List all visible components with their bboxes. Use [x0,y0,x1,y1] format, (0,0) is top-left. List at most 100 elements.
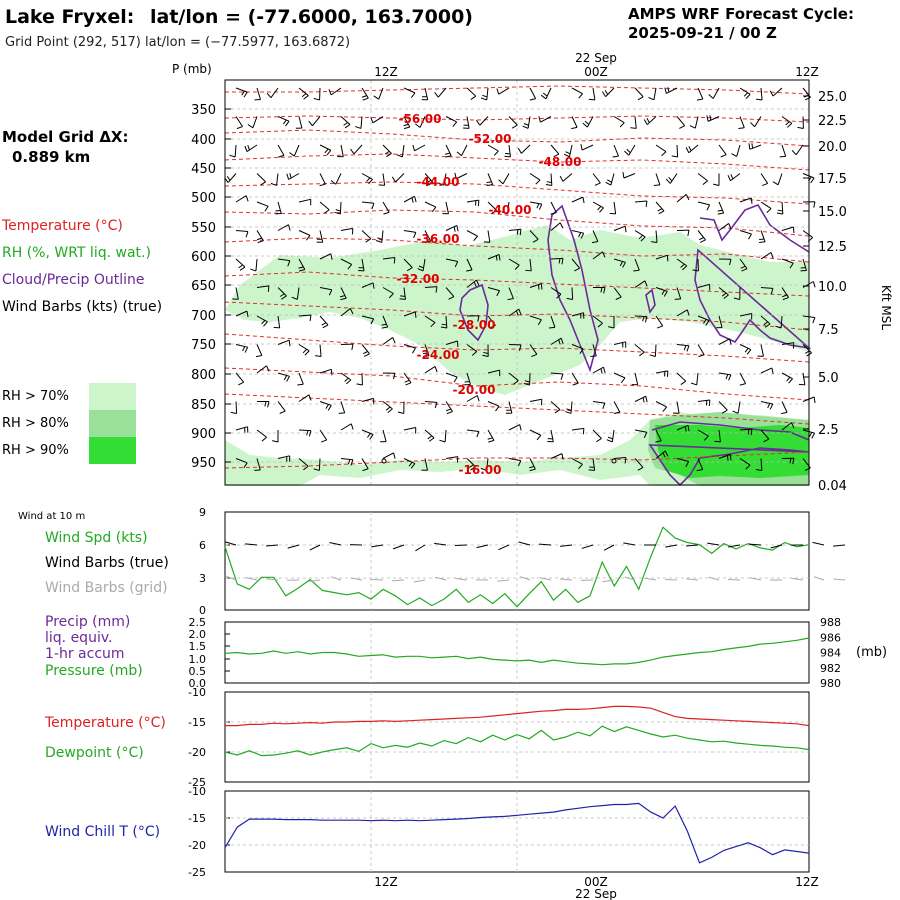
wind-barb [340,227,353,231]
wind-barb-flag [264,206,269,212]
wind-barb-flag [266,92,272,99]
wind-barb-flag [245,231,249,238]
surface-barb-true [518,541,531,546]
wind-barb-flag [668,176,673,182]
surface-barb-true [454,544,468,547]
wind-barb [382,257,395,260]
wind-barb-flag [789,458,792,464]
wind-barb-flag [350,459,354,466]
latlon-title: lat/lon = (-77.6000, 163.7000) [150,6,473,28]
wind-barb [361,282,374,288]
pressure-tick-label: 986 [820,631,841,644]
wind-barb-flag [298,269,305,272]
wind-barb-flag [517,147,522,154]
surface-barb-grid [708,576,720,581]
wind-barb-flag [427,435,433,440]
wind-barb [718,372,731,376]
time-label-12z-top-1: 12Z [374,65,398,79]
wind-barb [252,116,258,128]
wind-barb-flag [414,311,417,318]
wind-barb-flag [661,151,667,157]
wind-barb-flag [524,380,530,383]
wind-barb-flag [578,93,583,99]
wind-barb [550,201,557,213]
wind-barb-flag [785,121,790,126]
wind-barb-flag [412,144,415,151]
wind-barb [466,199,479,203]
wind-barb-flag [435,286,438,293]
surface-barb-grid [455,578,468,581]
wind-barb [655,429,662,442]
wind-barb [550,315,556,328]
wind-barb-flag [286,173,290,180]
wind-barb-flag [578,232,582,238]
wind-barb [288,173,300,180]
wind-barb-flag [705,400,708,406]
height-tick-label: 25.0 [818,90,847,105]
wind-barb [760,252,772,260]
wind-barb [550,401,561,410]
wind-barb-flag [750,197,753,204]
wind-barb [655,173,661,186]
wind-barb [276,173,279,186]
wind-barb-flag [405,382,412,386]
wind-barb-flag [671,155,678,158]
wind-barb [610,173,615,186]
cloud-outline-4 [694,204,812,350]
wind-barb-flag [383,211,390,215]
wind-barb-flag [518,308,522,315]
wind-barb-flag [330,369,333,376]
height-tick-label: 12.5 [818,240,847,255]
wind-barb-flag [480,97,487,101]
wind-barb-flag [600,368,603,374]
wind-barb [739,197,752,203]
wind-barb [382,337,394,345]
wind-barb [712,87,720,99]
wind-barb-flag [498,179,504,185]
wind-barb [298,394,310,402]
wind-barb-flag [644,280,648,287]
wind-barb-flag [496,88,500,95]
wind-barb-flag [476,431,480,438]
height-tick-label: 15.0 [818,205,847,220]
model-grid-label: Model Grid ΔX: [2,128,129,146]
wind-barb [403,287,406,300]
wind-barb [697,283,710,288]
location-title: Lake Fryxel: [5,6,134,28]
wind-barb-flag [505,152,511,155]
wind-barb-flag [236,126,243,130]
wind-barb-flag [298,266,304,269]
pressure-tick-label: 350 [191,103,216,118]
wind-barb-flag [663,291,668,297]
wind-barb [718,429,721,442]
wind-barb [422,258,426,271]
wind-plot: 9 6 3 0 [199,506,846,617]
wind-barb [235,458,248,464]
wind-barb-flag [434,92,439,98]
wind-barb-flag [751,143,754,149]
wind-barb-flag [304,350,310,356]
wind-barb [613,372,626,379]
wind-barb [592,230,599,242]
wind-barb [372,116,384,124]
surface-barb-grid [686,578,699,581]
wind-barb-flag [561,258,564,265]
wind-barb [487,401,500,407]
surface-barb-grid [560,578,573,581]
wind-barb-flag [684,426,687,432]
wind-barb [319,287,332,291]
wind-barb [655,254,668,260]
y-tick-label: 2.5 [189,616,207,629]
surface-barb-true [287,544,300,549]
wind-barb [571,458,583,465]
wind-barb [508,116,518,126]
wind-barb [760,458,763,471]
date-label-bottom: 22 Sep [575,887,617,900]
wind-barb [403,230,416,233]
wind-barb [634,280,646,288]
wind-barb [634,372,639,385]
wind-barb [487,429,495,441]
wind-barb-flag [452,121,458,127]
wind-barb [802,230,814,238]
